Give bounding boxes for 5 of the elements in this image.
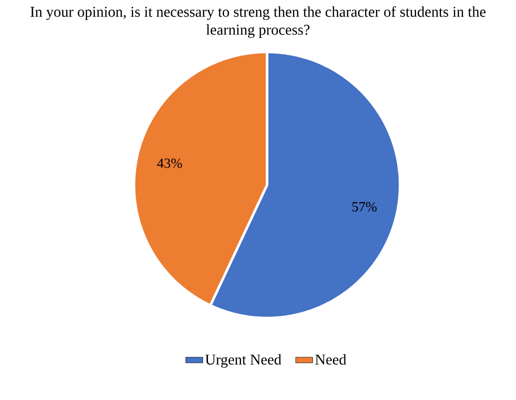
data-label: 43% [157, 158, 182, 168]
legend-label: Need [315, 354, 346, 365]
legend-label: Urgent Need [205, 354, 282, 368]
chart-title: In your opinion, is it necessary to streng then the character of students in the learning process? [30, 6, 486, 38]
data-label: 57% [352, 202, 377, 212]
